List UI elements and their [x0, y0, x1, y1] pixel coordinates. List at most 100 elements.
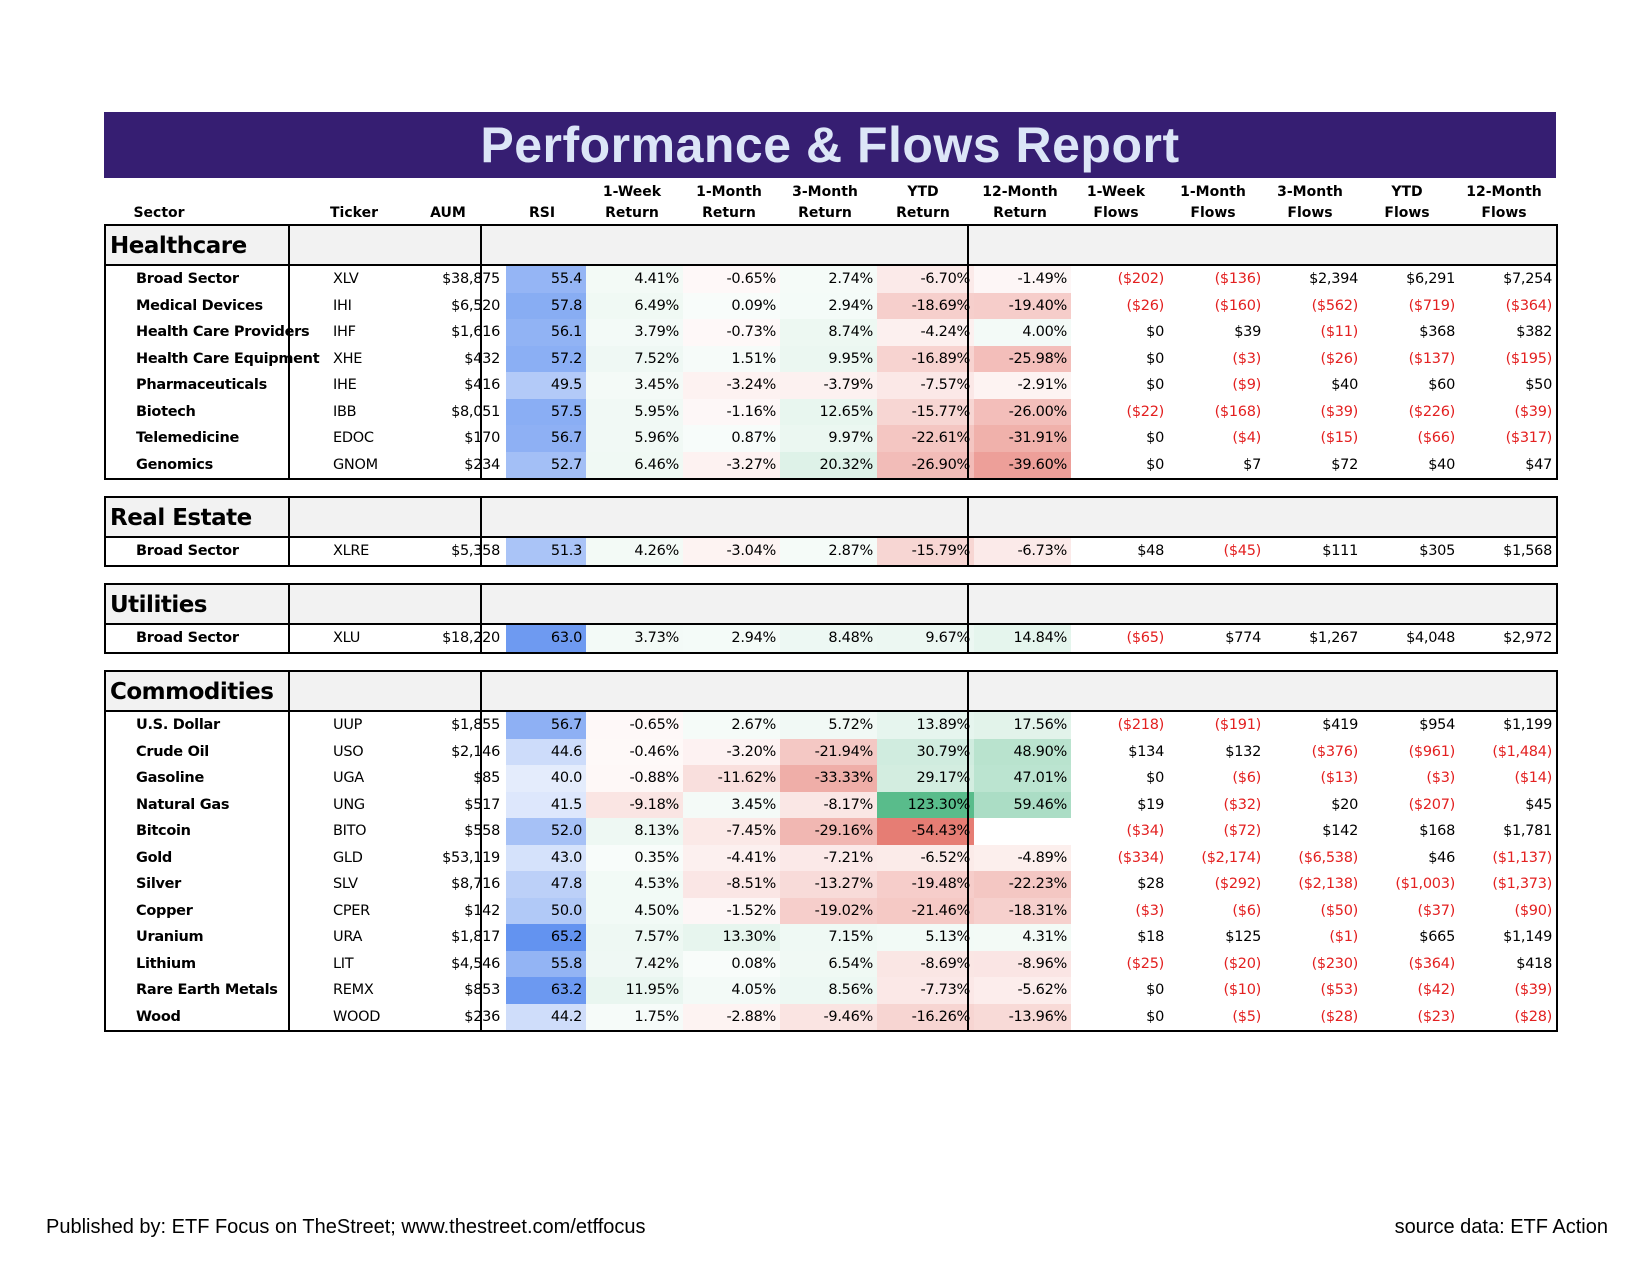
column-divider — [288, 226, 290, 478]
cell-m1r: -11.62% — [683, 765, 780, 792]
table-row: Gold GLD $53,119 43.0 0.35% -4.41% -7.21% -6.52… — [106, 844, 1556, 871]
cell-m1r: -1.52% — [683, 897, 780, 924]
cell-m3r: 12.65% — [780, 398, 877, 425]
cell-w1f: ($218) — [1117, 717, 1165, 733]
cell-w1r: 3.45% — [586, 372, 683, 399]
table-row: Telemedicine EDOC $170 56.7 5.96% 0.87% 9.97% -… — [106, 425, 1556, 452]
cell-sector: Crude Oil — [136, 743, 209, 760]
cell-m1r: 4.05% — [683, 977, 780, 1004]
cell-m3f: ($26) — [1320, 350, 1359, 367]
cell-m12r: 14.84% — [974, 625, 1071, 652]
cell-m12f: ($1,137) — [1492, 849, 1552, 866]
cell-rsi: 56.7 — [506, 712, 586, 739]
cell-m3f: $20 — [1331, 796, 1358, 813]
column-divider — [480, 672, 482, 1030]
cell-m12f: $382 — [1516, 324, 1552, 340]
cell-sector: Biotech — [136, 403, 196, 420]
column-divider — [967, 226, 969, 478]
column-divider — [288, 498, 290, 565]
cell-m1r: 0.08% — [683, 950, 780, 977]
column-header-line: RSI — [528, 205, 556, 221]
cell-ytdr: 13.89% — [877, 712, 974, 739]
table-row: U.S. Dollar UUP $1,855 56.7 -0.65% 2.67% 5.72%… — [106, 712, 1556, 739]
cell-ytdr: 30.79% — [877, 738, 974, 765]
cell-ytdf: ($226) — [1408, 403, 1456, 420]
cell-m3f: $419 — [1322, 717, 1358, 733]
cell-sector: Broad Sector — [136, 271, 239, 287]
cell-rsi: 56.7 — [506, 425, 586, 452]
table-row: Pharmaceuticals IHE $416 49.5 3.45% -3.24% -3.… — [106, 372, 1556, 399]
column-header-line: 3-Month — [1277, 184, 1343, 200]
cell-m1r: 2.67% — [683, 712, 780, 739]
cell-m1f: ($32) — [1223, 796, 1262, 813]
cell-ytdr: -15.77% — [877, 398, 974, 425]
cell-w1r: 4.26% — [586, 538, 683, 565]
column-header-line: Return — [702, 205, 756, 221]
cell-m12f: ($317) — [1505, 430, 1553, 446]
column-header-line: Sector — [133, 205, 185, 221]
cell-w1f: $0 — [1146, 324, 1164, 340]
cell-ytdr: -26.90% — [877, 451, 974, 478]
column-header-line: Return — [605, 205, 659, 221]
cell-ytdf: $4,048 — [1406, 630, 1455, 646]
cell-rsi: 41.5 — [506, 791, 586, 818]
cell-aum: $1,855 — [451, 717, 500, 733]
column-header-line: Ticker — [330, 205, 378, 221]
group-title: Healthcare — [110, 233, 247, 259]
cell-w1f: $0 — [1146, 430, 1164, 446]
cell-w1r: 3.79% — [586, 319, 683, 346]
cell-m1f: ($160) — [1214, 297, 1262, 314]
column-header-m3f: 3-Month Flows — [1250, 182, 1370, 224]
column-header-line: Flows — [1190, 205, 1236, 221]
column-header-m1r: 1-Month Return — [669, 182, 789, 224]
cell-m3r: 2.74% — [780, 266, 877, 293]
cell-w1f: ($34) — [1126, 823, 1165, 839]
cell-m1r: -1.16% — [683, 398, 780, 425]
table-row: Silver SLV $8,716 47.8 4.53% -8.51% -13.27% -19… — [106, 871, 1556, 898]
cell-m12r: -39.60% — [974, 451, 1071, 478]
table-row: Uranium URA $1,817 65.2 7.57% 13.30% 7.15% 5.13… — [106, 924, 1556, 951]
column-divider — [480, 585, 482, 652]
cell-rsi: 50.0 — [506, 897, 586, 924]
column-divider — [288, 585, 290, 652]
column-header-line: 3-Month — [792, 184, 858, 200]
table-row: Gasoline UGA $85 40.0 -0.88% -11.62% -33.33% 29… — [106, 765, 1556, 792]
cell-rsi: 44.2 — [506, 1003, 586, 1030]
cell-m1r: -0.65% — [683, 266, 780, 293]
cell-w1r: 6.49% — [586, 292, 683, 319]
cell-ticker: IHF — [333, 324, 356, 340]
sector-group-utilities: Utilities Broad Sector XLU $18,220 63.0 3.73%… — [104, 583, 1558, 654]
cell-m1f: ($6) — [1232, 902, 1261, 919]
cell-sector: Genomics — [136, 456, 213, 473]
cell-m1f: ($6) — [1232, 770, 1261, 786]
cell-w1f: $134 — [1128, 743, 1164, 760]
column-header-ticker: Ticker — [294, 203, 414, 224]
cell-m12f: $50 — [1525, 377, 1552, 393]
cell-sector: Health Care Equipment — [136, 350, 320, 367]
cell-rsi: 63.2 — [506, 977, 586, 1004]
cell-m3f: ($53) — [1320, 982, 1359, 998]
cell-ticker: XLU — [333, 630, 361, 646]
cell-rsi: 49.5 — [506, 372, 586, 399]
column-header-line: Return — [993, 205, 1047, 221]
cell-ytdf: ($719) — [1408, 297, 1456, 314]
cell-ticker: UGA — [333, 770, 364, 786]
cell-m12r: -25.98% — [974, 345, 1071, 372]
cell-ticker: UNG — [333, 796, 365, 813]
cell-m3f: ($39) — [1320, 403, 1359, 420]
cell-w1f: $0 — [1146, 350, 1164, 367]
cell-aum: $38,875 — [442, 271, 500, 287]
cell-m12f: ($90) — [1514, 902, 1553, 919]
cell-w1f: $48 — [1137, 543, 1164, 559]
publisher-note: Published by: ETF Focus on TheStreet; ww… — [46, 1216, 646, 1238]
cell-m1r: -3.04% — [683, 538, 780, 565]
column-header-w1f: 1-Week Flows — [1056, 182, 1176, 224]
cell-m3r: 9.95% — [780, 345, 877, 372]
cell-aum: $432 — [464, 350, 500, 367]
cell-m12f: ($364) — [1505, 297, 1553, 314]
cell-w1f: $0 — [1146, 456, 1164, 473]
cell-m3f: ($11) — [1320, 324, 1359, 340]
cell-ytdf: ($23) — [1417, 1008, 1456, 1025]
cell-ticker: IHI — [333, 297, 352, 314]
cell-m1r: -3.24% — [683, 372, 780, 399]
